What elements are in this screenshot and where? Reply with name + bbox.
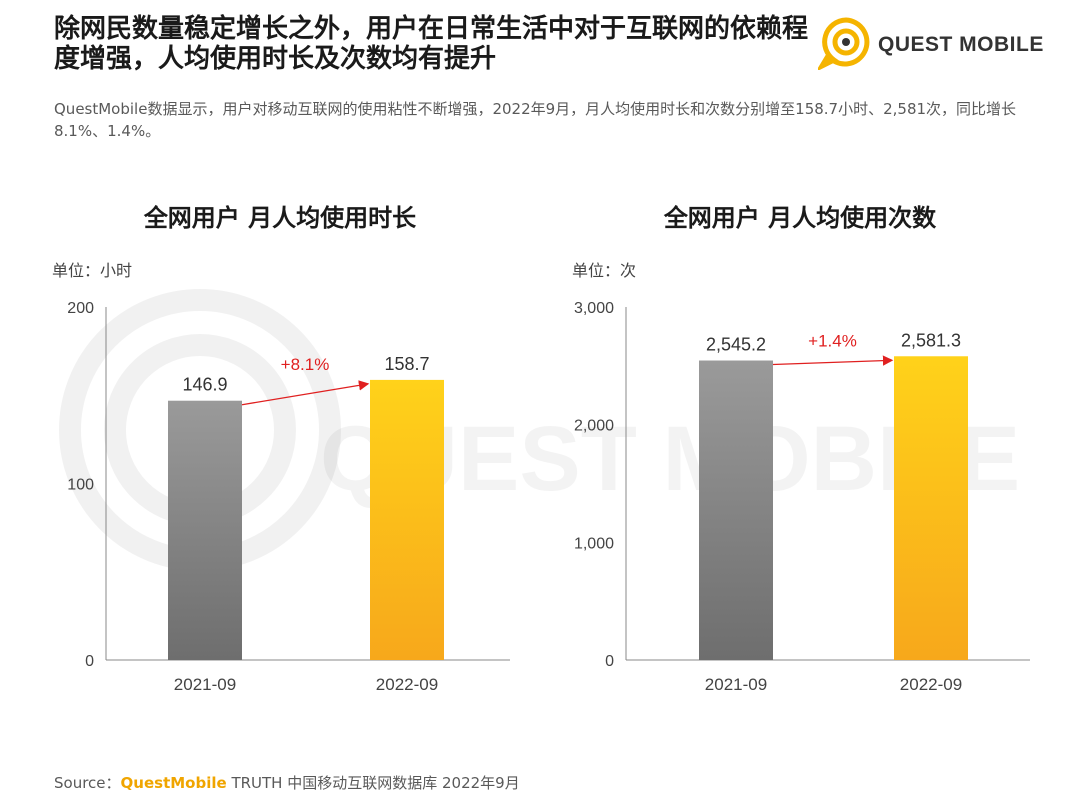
unit-label: 单位：小时 [52,261,132,280]
chart-usage-duration: 全网用户 月人均使用时长单位：小时 0 100 200 146.9 2021-09 158.… [40,190,520,710]
chart-usage-count: 全网用户 月人均使用次数单位：次 0 1,000 2,000 3,000 2,545.2 2… [560,190,1040,710]
growth-label: +1.4% [808,331,857,350]
bar-2021-09 [168,400,242,660]
bar-2022-09 [370,379,444,660]
y-tick-label: 200 [67,300,94,317]
bar-value-label: 146.9 [182,375,227,395]
growth-label: +8.1% [281,355,330,374]
y-tick-label: 0 [85,653,94,670]
logo-icon [818,17,870,70]
y-tick-label: 3,000 [574,300,614,317]
bar-2022-09 [894,356,968,660]
x-tick-label: 2022-09 [900,675,962,694]
y-tick-label: 100 [67,477,94,494]
bar-value-label: 158.7 [384,354,429,374]
x-tick-label: 2022-09 [376,675,438,694]
unit-label: 单位：次 [572,261,636,280]
quest-mobile-logo [818,17,870,70]
growth-arrow [772,355,894,366]
chart-title: 全网用户 月人均使用时长 [143,204,417,232]
y-tick-label: 1,000 [574,535,614,552]
y-tick-label: 0 [605,653,614,670]
bar-value-label: 2,545.2 [706,335,766,355]
bar-2021-09 [699,360,773,660]
growth-arrow [241,380,370,406]
chart-title: 全网用户 月人均使用次数 [663,204,937,232]
source-note: Source：QuestMobile TRUTH 中国移动互联网数据库 2022… [54,772,520,793]
page-title: 除网民数量稳定增长之外，用户在日常生活中对于互联网的依赖程度增强，人均使用时长及… [54,14,809,74]
x-tick-label: 2021-09 [705,675,767,694]
y-tick-label: 2,000 [574,418,614,435]
source-prefix: Source： [54,774,121,792]
page-subtitle: QuestMobile数据显示，用户对移动互联网的使用粘性不断增强，2022年9… [54,100,1017,140]
bar-value-label: 2,581.3 [901,330,961,350]
source-brand: QuestMobile [120,774,227,792]
x-tick-label: 2021-09 [174,675,236,694]
source-rest: TRUTH 中国移动互联网数据库 2022年9月 [226,774,520,792]
logo-text: QUEST MOBILE [878,33,1044,56]
